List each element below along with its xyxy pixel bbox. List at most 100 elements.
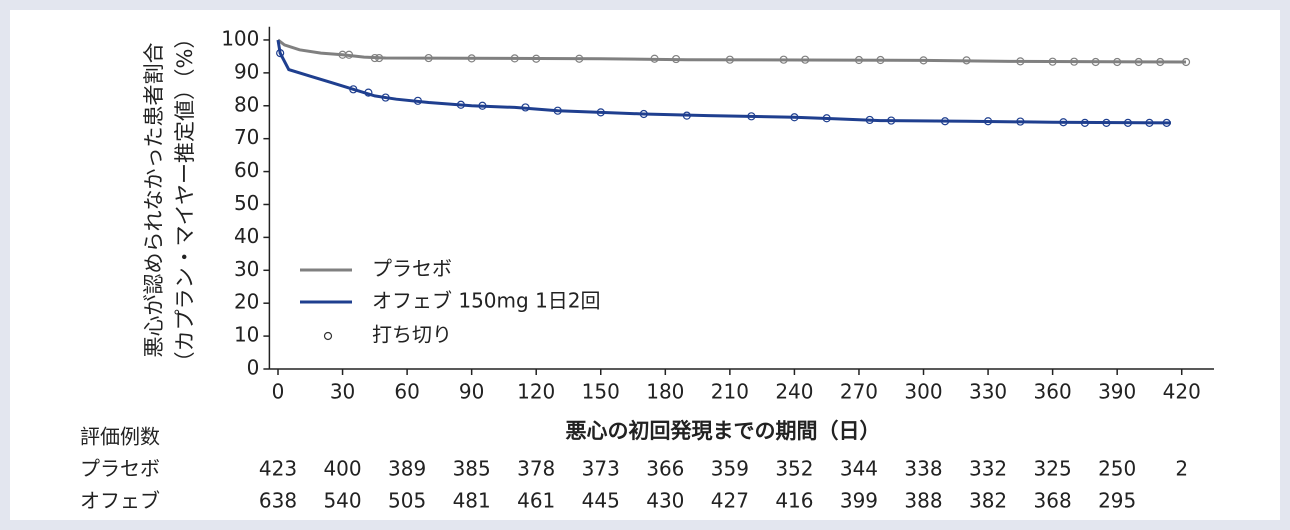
y-tick-label: 40 bbox=[234, 224, 259, 248]
censor-mark bbox=[1123, 118, 1133, 127]
censor-mark bbox=[1016, 117, 1025, 126]
risk-count: 366 bbox=[646, 457, 684, 481]
y-tick-label: 0 bbox=[247, 356, 260, 380]
censor-mark bbox=[553, 106, 562, 115]
x-tick-label: 270 bbox=[840, 380, 878, 404]
censor-mark bbox=[344, 50, 354, 59]
censor-mark bbox=[1181, 57, 1191, 67]
risk-count: 325 bbox=[1034, 457, 1072, 481]
legend-label: 打ち切り bbox=[372, 323, 452, 347]
censor-mark bbox=[1145, 118, 1154, 127]
risk-count: 400 bbox=[323, 457, 361, 481]
x-tick-label: 0 bbox=[272, 380, 285, 404]
censor-mark bbox=[375, 53, 384, 63]
risk-table-title: 評価例数 bbox=[80, 425, 160, 449]
censor-mark bbox=[1016, 57, 1025, 66]
x-tick-label: 180 bbox=[646, 380, 684, 404]
censor-mark bbox=[1113, 57, 1122, 67]
risk-count: 382 bbox=[969, 489, 1007, 513]
risk-row-name: オフェブ bbox=[80, 489, 160, 513]
censor-mark bbox=[510, 54, 519, 63]
y-tick-label: 90 bbox=[234, 59, 259, 83]
risk-count: 352 bbox=[775, 457, 813, 481]
risk-count: 461 bbox=[517, 489, 555, 513]
censor-mark bbox=[349, 85, 358, 94]
censor-mark bbox=[790, 113, 799, 122]
risk-count: 332 bbox=[969, 457, 1007, 481]
censor-mark bbox=[456, 100, 466, 109]
censor-mark bbox=[370, 53, 379, 63]
risk-count: 359 bbox=[711, 457, 749, 481]
x-tick-label: 150 bbox=[582, 380, 620, 404]
censor-mark bbox=[364, 88, 373, 97]
risk-count: 416 bbox=[775, 489, 813, 513]
censor-mark bbox=[854, 55, 864, 65]
y-tick-label: 10 bbox=[234, 323, 259, 347]
risk-count: 295 bbox=[1098, 489, 1136, 513]
censor-mark bbox=[919, 56, 928, 65]
y-tick-label: 30 bbox=[234, 257, 259, 281]
censor-mark bbox=[822, 114, 831, 123]
censor-mark bbox=[1080, 118, 1089, 127]
x-tick-label: 90 bbox=[459, 380, 484, 404]
censor-mark bbox=[1162, 118, 1171, 127]
censor-mark bbox=[1134, 57, 1143, 67]
risk-count: 399 bbox=[840, 489, 878, 513]
censor-mark bbox=[1048, 57, 1057, 66]
censor-mark bbox=[801, 55, 810, 64]
censor-mark bbox=[1102, 118, 1111, 127]
censor-mark bbox=[532, 54, 541, 63]
legend-label: プラセボ bbox=[372, 257, 452, 281]
panel bbox=[10, 10, 1280, 520]
legend-label: オフェブ 150mg 1日2回 bbox=[372, 289, 601, 313]
risk-count: 385 bbox=[453, 457, 491, 481]
censor-mark bbox=[521, 103, 530, 112]
risk-count: 423 bbox=[259, 457, 297, 481]
censor-mark bbox=[747, 112, 756, 121]
risk-count: 540 bbox=[323, 489, 361, 513]
risk-count: 373 bbox=[582, 457, 620, 481]
risk-count: 505 bbox=[388, 489, 426, 513]
x-tick-label: 360 bbox=[1034, 380, 1072, 404]
risk-count: 388 bbox=[904, 489, 942, 513]
censor-mark bbox=[650, 54, 659, 63]
y-tick-label: 100 bbox=[221, 26, 259, 50]
risk-count: 638 bbox=[259, 489, 297, 513]
risk-count: 445 bbox=[582, 489, 620, 513]
y-axis-label: 悪心が認められなかった患者割合 bbox=[142, 43, 166, 358]
risk-count: 389 bbox=[388, 457, 426, 481]
legend-censor-swatch bbox=[323, 331, 333, 341]
risk-row-name: プラセボ bbox=[80, 457, 160, 481]
x-tick-label: 240 bbox=[775, 380, 813, 404]
x-tick-label: 120 bbox=[517, 380, 555, 404]
censor-mark bbox=[1070, 57, 1079, 66]
censor-mark bbox=[725, 55, 734, 64]
y-tick-label: 20 bbox=[234, 290, 259, 314]
censor-mark bbox=[962, 56, 971, 65]
y-tick-label: 80 bbox=[234, 92, 259, 116]
x-tick-label: 210 bbox=[711, 380, 749, 404]
risk-count: 2 bbox=[1175, 457, 1188, 481]
risk-count: 344 bbox=[840, 457, 878, 481]
risk-count: 338 bbox=[904, 457, 942, 481]
censor-mark bbox=[682, 111, 691, 120]
x-tick-label: 300 bbox=[904, 380, 942, 404]
risk-count: 427 bbox=[711, 489, 749, 513]
x-tick-label: 420 bbox=[1163, 380, 1201, 404]
y-axis-label: （カプラン・マイヤー推定値）（%） bbox=[173, 28, 197, 373]
x-axis-label: 悪心の初回発現までの期間（日） bbox=[566, 419, 881, 443]
censor-mark bbox=[381, 93, 390, 102]
y-tick-label: 60 bbox=[234, 158, 259, 182]
censor-mark bbox=[983, 117, 993, 126]
risk-count: 430 bbox=[646, 489, 684, 513]
km-curve bbox=[277, 38, 1187, 64]
censor-mark bbox=[1059, 118, 1068, 127]
censor-mark bbox=[779, 55, 788, 64]
risk-count: 368 bbox=[1034, 489, 1072, 513]
risk-count: 481 bbox=[453, 489, 491, 513]
censor-mark bbox=[478, 101, 487, 110]
censor-mark bbox=[671, 54, 681, 64]
x-tick-label: 30 bbox=[330, 380, 355, 404]
censor-mark bbox=[276, 49, 285, 58]
